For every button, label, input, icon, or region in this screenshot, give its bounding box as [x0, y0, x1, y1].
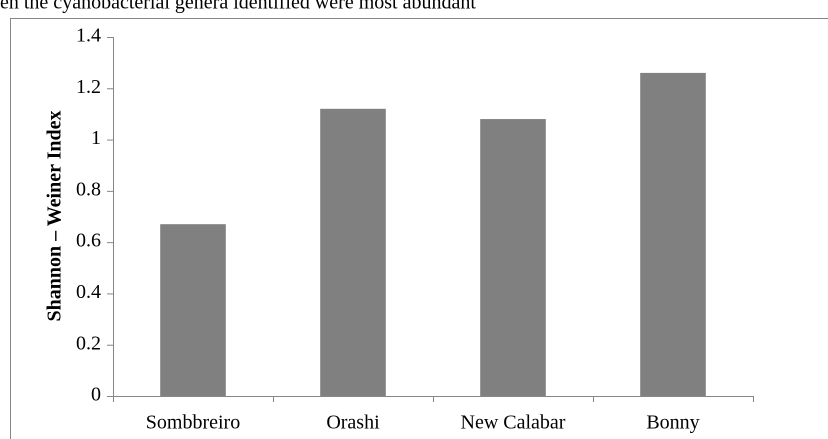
x-tick-label: New Calabar: [461, 412, 566, 434]
x-tick-label: Bonny: [646, 412, 699, 434]
y-tick-label: 1.2: [76, 76, 101, 98]
y-tick-label: 0.8: [76, 178, 101, 200]
y-axis-label: Shannon – Weiner Index: [44, 110, 66, 321]
y-tick-label: 0.6: [76, 230, 101, 252]
y-tick-label: 0.2: [76, 332, 101, 354]
caption: en the cyanobacterial genera identified …: [0, 0, 476, 14]
y-tick-label: 0: [91, 384, 101, 406]
bar: [480, 119, 546, 397]
bar: [640, 72, 706, 397]
y-tick-label: 0.4: [76, 281, 101, 303]
bar: [160, 224, 226, 396]
x-tick-label: Orashi: [326, 412, 380, 434]
y-tick-label: 1.4: [76, 25, 101, 47]
x-tick-label: Sombbreiro: [146, 412, 240, 434]
y-tick-label: 1: [91, 127, 101, 149]
chart-border: [10, 18, 828, 439]
bar: [320, 108, 386, 397]
